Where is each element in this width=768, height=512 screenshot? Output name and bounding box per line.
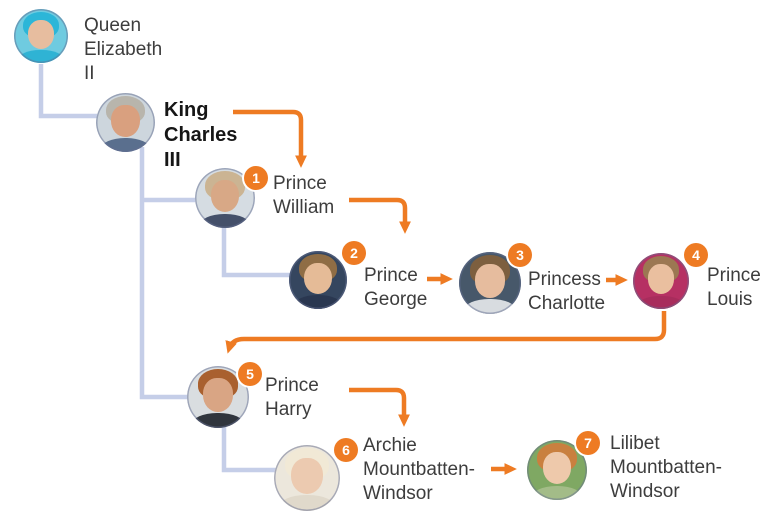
connector-charles-to-william-and-harry [139, 147, 196, 400]
person-name: Prince George [364, 265, 428, 310]
succession-number-badge: 3 [508, 243, 532, 267]
person-name: Prince Louis [707, 265, 761, 310]
portrait-face [203, 378, 233, 412]
portrait-face [475, 264, 505, 298]
portrait-torso [18, 50, 64, 63]
succession-number-badge: 6 [334, 438, 358, 462]
arrow-louis-to-harry [225, 311, 667, 354]
succession-number-badge: 1 [244, 166, 268, 190]
portrait-princess-charlotte [459, 252, 521, 314]
person-name: Lilibet Mountbatten- Windsor [610, 433, 722, 502]
portrait-torso [531, 485, 583, 500]
portrait-torso [293, 295, 343, 309]
portrait-prince-george [289, 251, 347, 309]
portrait-king-charles-iii [96, 93, 155, 152]
succession-number-badge: 5 [238, 362, 262, 386]
portrait-hair [197, 369, 239, 399]
portrait-torso [100, 137, 151, 152]
person-name: Archie Mountbatten- Windsor [363, 435, 475, 504]
connector-queen-to-charles [38, 64, 97, 119]
portrait-face [542, 452, 572, 485]
portrait-hair [205, 171, 245, 200]
portrait-face [28, 19, 54, 49]
arrow-william-to-george [349, 197, 411, 234]
connector-william-to-george [221, 226, 291, 278]
portrait-torso [279, 495, 335, 511]
arrow-harry-to-archie [349, 387, 410, 427]
person-name: King Charles III [164, 99, 238, 171]
portrait-prince-william [195, 168, 255, 228]
portrait-face [291, 458, 323, 494]
portrait-face [111, 104, 140, 137]
portrait-torso [637, 295, 685, 309]
portrait-hair [642, 255, 680, 283]
connector-harry-to-archie [221, 426, 277, 473]
portrait-face [304, 262, 332, 294]
succession-number-badge: 7 [576, 431, 600, 455]
arrow-charles-to-william [233, 109, 307, 168]
portrait-face [647, 264, 675, 295]
portrait-hair [285, 448, 329, 480]
portrait-hair [106, 95, 145, 125]
portrait-lilibet-mountbatten-windsor [527, 440, 587, 500]
portrait-torso [199, 213, 251, 228]
portrait-face [210, 180, 240, 213]
portrait-hair [537, 443, 577, 472]
portrait-hair [469, 255, 511, 285]
portrait-prince-louis [633, 253, 689, 309]
succession-number-badge: 2 [342, 241, 366, 265]
portrait-archie-mountbatten-windsor [274, 445, 340, 511]
portrait-torso [191, 413, 245, 428]
portrait-queen-elizabeth-ii [14, 9, 68, 63]
succession-number-badge: 4 [684, 243, 708, 267]
portrait-torso [463, 299, 517, 314]
portrait-hair [298, 253, 338, 282]
person-name: Queen Elizabeth II [84, 15, 163, 84]
person-name: Princess Charlotte [528, 269, 606, 314]
person-name: Prince William [273, 173, 335, 218]
portrait-hat [23, 11, 59, 38]
person-name: Prince Harry [265, 375, 319, 420]
